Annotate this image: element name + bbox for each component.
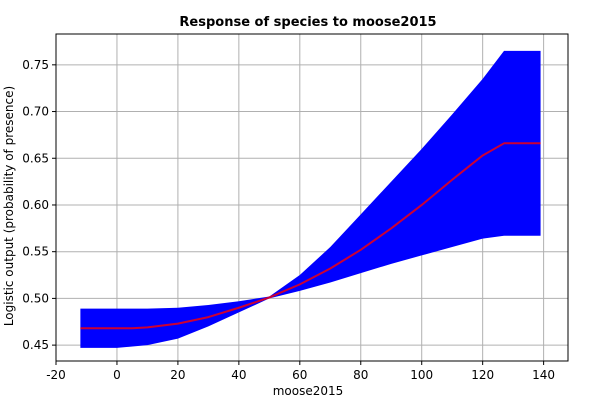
confidence-band-area — [80, 50, 541, 348]
y-tick-label: 0.50 — [22, 291, 49, 305]
x-tick-label: 80 — [353, 368, 368, 382]
chart-title: Response of species to moose2015 — [179, 15, 436, 30]
x-tick-label: 40 — [231, 368, 246, 382]
x-tick-label: 120 — [471, 368, 494, 382]
x-tick-label: 140 — [532, 368, 555, 382]
y-tick-label: 0.65 — [22, 151, 49, 165]
x-tick-label: -20 — [46, 368, 66, 382]
y-tick-label: 0.70 — [22, 105, 49, 119]
mean-response — [80, 142, 541, 330]
mean-response-line — [80, 142, 541, 330]
y-tick-label: 0.75 — [22, 58, 49, 72]
x-tick-label: 20 — [170, 368, 185, 382]
y-tick-label: 0.45 — [22, 338, 49, 352]
x-tick-label: 0 — [113, 368, 121, 382]
y-axis-label: Logistic output (probability of presence… — [2, 86, 16, 326]
y-tick-label: 0.55 — [22, 245, 49, 259]
y-axis-ticks: 0.45 0.50 0.55 0.60 0.65 0.70 0.75 — [22, 58, 56, 352]
confidence-band — [80, 50, 541, 348]
x-tick-label: 100 — [410, 368, 433, 382]
x-tick-label: 60 — [292, 368, 307, 382]
x-axis-label: moose2015 — [273, 384, 344, 398]
y-tick-label: 0.60 — [22, 198, 49, 212]
plot-frame — [55, 33, 569, 362]
x-axis-ticks: -20 0 20 40 60 80 100 120 140 — [46, 361, 555, 382]
